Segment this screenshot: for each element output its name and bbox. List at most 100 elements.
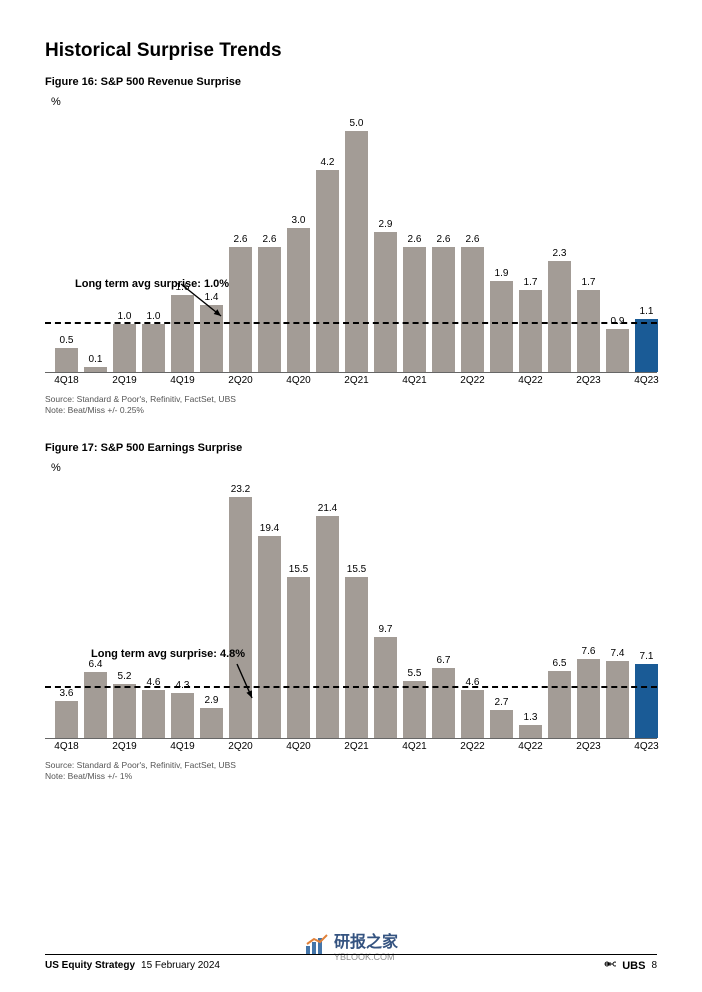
bar-value-label: 1.3 [516,712,546,723]
bar [229,247,252,372]
bar-value-label: 5.0 [342,118,372,129]
bar-value-label: 6.7 [429,655,459,666]
bar-value-label: 2.9 [197,695,227,706]
bar-value-label: 1.1 [632,306,662,317]
bar [258,536,281,738]
bar [461,690,484,738]
bar [287,228,310,372]
source-note: Source: Standard & Poor's, Refinitiv, Fa… [45,760,657,782]
bar [316,516,339,739]
x-tick-label: 4Q18 [54,741,78,752]
bar [200,305,223,372]
chart-block: Figure 17: S&P 500 Earnings Surprise% 3.6… [45,442,657,782]
bar-value-label: 5.5 [400,668,430,679]
bar [55,701,78,738]
page-title: Historical Surprise Trends [45,40,657,62]
avg-line [45,322,657,324]
x-tick-label: 2Q19 [112,741,136,752]
bar-value-label: 6.4 [81,659,111,670]
bar-value-label: 2.6 [226,234,256,245]
bar [577,659,600,738]
bar-value-label: 1.0 [139,311,169,322]
bar-value-label: 6.5 [545,658,575,669]
bar [519,290,542,372]
x-tick-label: 4Q22 [518,375,542,386]
footer-strategy: US Equity Strategy [45,960,135,971]
watermark-icon [304,934,330,956]
bar-value-label: 2.9 [371,219,401,230]
x-tick-label: 2Q23 [576,741,600,752]
bar-value-label: 4.2 [313,157,343,168]
bar [200,708,223,738]
footer-page-num: 8 [651,960,657,971]
bar [432,247,455,372]
x-tick-label: 4Q18 [54,375,78,386]
note-line: Note: Beat/Miss +/- 0.25% [45,405,657,416]
bar [432,668,455,738]
plot-area: 0.50.11.01.01.61.42.62.63.04.25.02.92.62… [45,112,657,372]
bar [461,247,484,372]
figure-title: Figure 16: S&P 500 Revenue Surprise [45,76,657,88]
bar [403,247,426,372]
bar [287,577,310,738]
bar-value-label: 2.6 [400,234,430,245]
bar-value-label: 1.7 [516,277,546,288]
chart-area: 0.50.11.01.01.61.42.62.63.04.25.02.92.62… [45,112,657,388]
x-tick-label: 4Q23 [634,375,658,386]
footer-left: US Equity Strategy 15 February 2024 [45,960,220,971]
footer-brand: UBS [622,960,645,972]
bar-value-label: 2.3 [545,248,575,259]
plot-area: 3.66.45.24.64.32.923.219.415.521.415.59.… [45,478,657,738]
source-line: Source: Standard & Poor's, Refinitiv, Fa… [45,394,657,405]
x-tick-label: 2Q22 [460,375,484,386]
x-tick-label: 4Q19 [170,741,194,752]
footer-right: UBS 8 [602,959,657,972]
figure-title: Figure 17: S&P 500 Earnings Surprise [45,442,657,454]
bar [258,247,281,372]
bar-value-label: 23.2 [226,484,256,495]
bar [635,319,658,372]
bar-value-label: 21.4 [313,503,343,514]
chart-block: Figure 16: S&P 500 Revenue Surprise%0.50… [45,76,657,416]
bar [490,710,513,738]
x-tick-label: 4Q22 [518,741,542,752]
note-line: Note: Beat/Miss +/- 1% [45,771,657,782]
bar-value-label: 1.4 [197,292,227,303]
chart-area: 3.66.45.24.64.32.923.219.415.521.415.59.… [45,478,657,754]
x-tick-label: 2Q23 [576,375,600,386]
bar-value-label: 15.5 [284,564,314,575]
bar-value-label: 3.6 [52,688,82,699]
bar [548,671,571,739]
bar [113,684,136,738]
x-tick-label: 2Q22 [460,741,484,752]
bar [345,131,368,372]
bar-value-label: 7.1 [632,651,662,662]
bar [490,281,513,372]
bar [316,170,339,372]
bar-value-label: 19.4 [255,523,285,534]
bar [519,725,542,739]
bar-value-label: 2.6 [458,234,488,245]
x-tick-label: 2Q20 [228,741,252,752]
bar [635,664,658,738]
bar-value-label: 1.0 [110,311,140,322]
bar [606,329,629,372]
bar [548,261,571,372]
bar [606,661,629,738]
x-tick-label: 4Q21 [402,375,426,386]
avg-label: Long term avg surprise: 1.0% [75,278,229,290]
bar-value-label: 15.5 [342,564,372,575]
bar [84,672,107,739]
bar-value-label: 2.6 [429,234,459,245]
y-axis-unit: % [51,462,657,474]
y-axis-unit: % [51,96,657,108]
source-note: Source: Standard & Poor's, Refinitiv, Fa… [45,394,657,416]
x-tick-label: 4Q23 [634,741,658,752]
bar-value-label: 9.7 [371,624,401,635]
bar [577,290,600,372]
x-axis: 4Q182Q194Q192Q204Q202Q214Q212Q224Q222Q23… [45,372,657,388]
charts-host: Figure 16: S&P 500 Revenue Surprise%0.50… [45,76,657,782]
x-tick-label: 2Q20 [228,375,252,386]
bar-value-label: 2.6 [255,234,285,245]
bar-value-label: 5.2 [110,671,140,682]
